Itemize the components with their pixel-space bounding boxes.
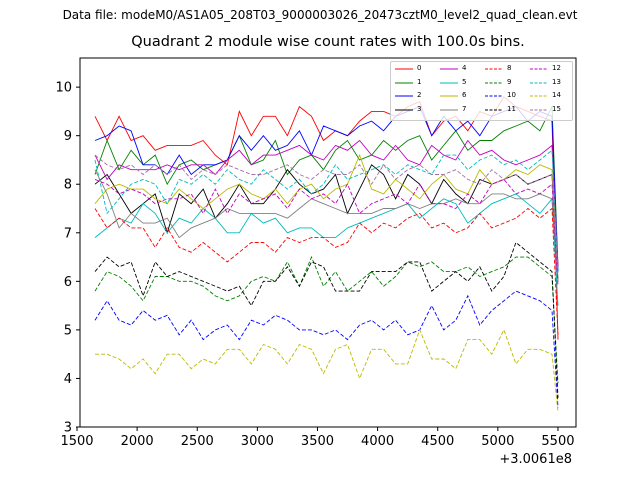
legend-label: 13 — [552, 77, 561, 86]
legend-label: 15 — [552, 104, 561, 113]
x-offset-label: +3.0061e8 — [499, 452, 572, 467]
series-line-0 — [94, 96, 559, 340]
legend-label: 6 — [462, 91, 467, 99]
legend-swatch — [395, 95, 413, 97]
series-line-13 — [94, 149, 559, 272]
legend-swatch — [530, 82, 548, 83]
series-line-14 — [95, 328, 559, 413]
series-layer — [94, 96, 559, 413]
legend-swatch — [485, 109, 503, 110]
series-line-15 — [94, 154, 559, 277]
legend-swatch — [440, 109, 458, 110]
legend-swatch — [485, 68, 503, 70]
x-tick-label: 5500 — [541, 434, 574, 449]
series-line-6 — [94, 153, 559, 282]
legend-swatch — [395, 82, 413, 83]
x-tick-label: 3000 — [241, 434, 274, 449]
legend-swatch — [440, 82, 458, 83]
axes-frame — [79, 57, 577, 428]
legend-swatch — [440, 68, 458, 70]
legend-label: 9 — [507, 77, 512, 86]
x-tick-label: 5000 — [481, 434, 514, 449]
y-tick-label: 7 — [64, 226, 72, 241]
legend-swatch — [530, 109, 548, 110]
x-tick-label: 4000 — [361, 434, 394, 449]
y-tick-label: 5 — [64, 323, 72, 338]
legend-label: 5 — [462, 77, 467, 86]
legend-swatch — [485, 95, 503, 97]
x-tick-label: 3500 — [301, 434, 334, 449]
x-tick-label: 4500 — [421, 434, 454, 449]
legend-swatch — [485, 82, 503, 83]
legend-label: 7 — [462, 104, 467, 113]
series-line-5 — [94, 193, 559, 306]
legend-label: 11 — [507, 104, 516, 113]
legend-swatch — [395, 68, 413, 70]
series-line-11 — [94, 241, 559, 398]
legend-label: 12 — [552, 64, 561, 72]
x-tick-label: 2000 — [121, 434, 154, 449]
x-tick-label: 1500 — [60, 434, 93, 449]
legend-label: 14 — [552, 91, 561, 99]
ticks-layer: 1500 2000 2500 3000 3500 4000 4500 5000 5500 3 4 5 6… — [55, 81, 574, 449]
legend-swatch — [395, 109, 413, 110]
y-tick-label: 8 — [64, 178, 72, 193]
series-line-2 — [94, 106, 559, 272]
legend-label: 1 — [417, 77, 422, 86]
legend-label: 0 — [417, 64, 422, 72]
chart-title: Quadrant 2 module wise count rates with … — [131, 34, 525, 50]
suptitle: Data file: modeM0/AS1A05_208T03_90000030… — [62, 8, 578, 22]
legend-label: 3 — [417, 104, 422, 113]
legend-swatch — [440, 95, 458, 97]
legend-label: 4 — [462, 64, 467, 72]
y-tick-label: 4 — [64, 372, 72, 387]
series-line-3 — [94, 164, 559, 282]
y-tick-label: 6 — [64, 275, 72, 290]
legend-label: 10 — [507, 91, 516, 99]
y-tick-label: 10 — [55, 81, 72, 96]
legend-swatch — [530, 68, 548, 70]
legend-label: 2 — [417, 91, 422, 99]
series-line-10 — [94, 290, 559, 408]
x-tick-label: 2500 — [181, 434, 214, 449]
legend: 0 1 2 3 4 5 6 7 8 9 10 11 12 13 14 15 — [390, 61, 573, 121]
y-tick-label: 9 — [64, 129, 72, 144]
series-line-4 — [94, 139, 559, 267]
series-line-7 — [94, 169, 559, 282]
legend-swatch — [530, 95, 548, 97]
legend-label: 8 — [507, 64, 512, 72]
y-tick-label: 3 — [64, 421, 72, 436]
series-line-8 — [94, 207, 559, 335]
series-line-1 — [94, 106, 559, 267]
series-line-9 — [94, 255, 559, 384]
series-line-12 — [94, 178, 559, 287]
